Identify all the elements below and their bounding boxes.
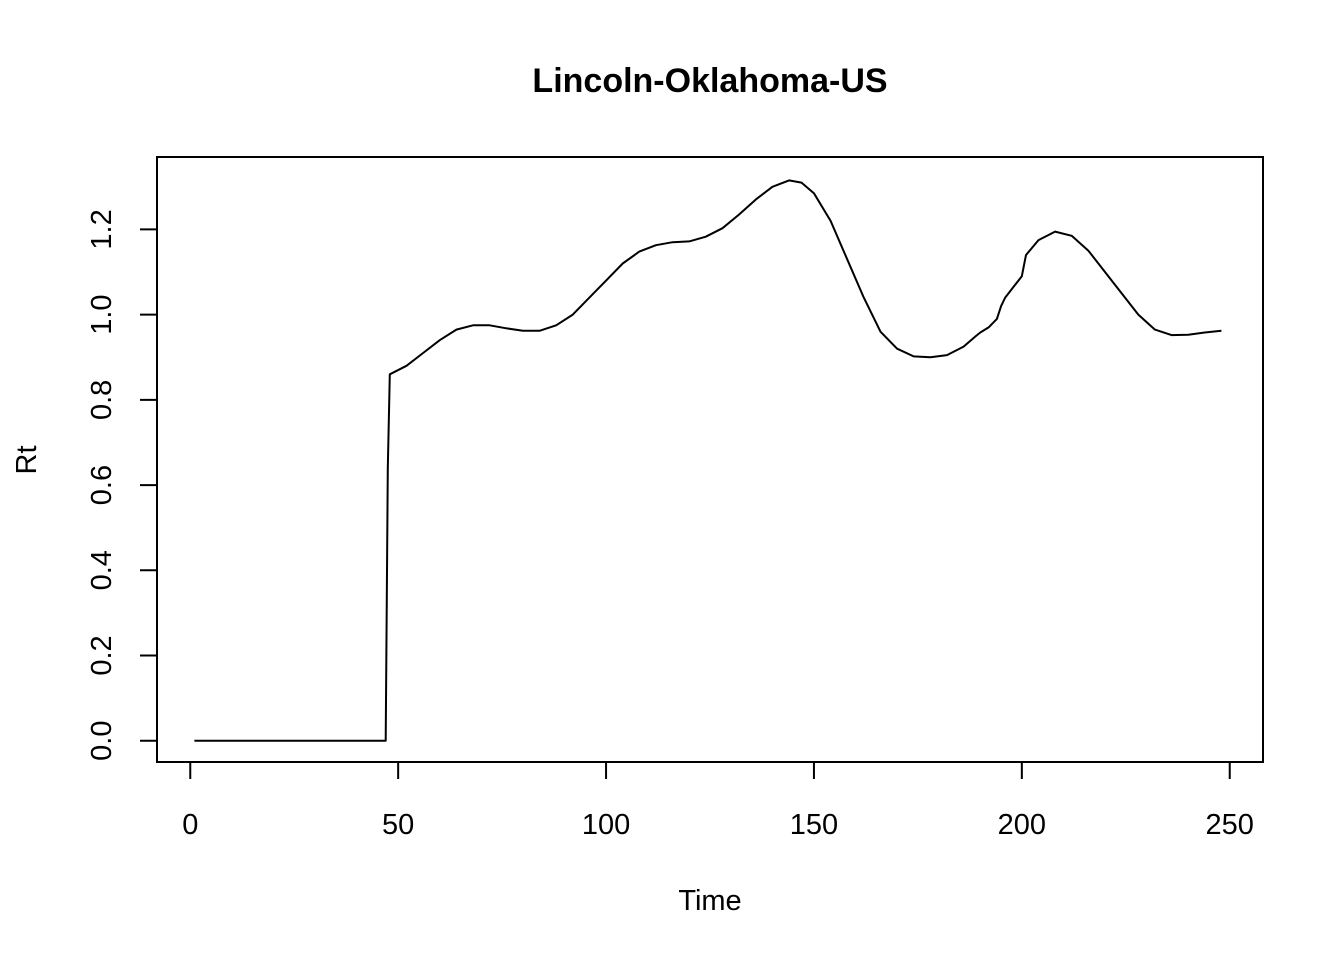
x-tick-label: 250	[1206, 809, 1254, 841]
y-tick-label: 0.6	[86, 465, 118, 505]
y-tick-label: 0.4	[86, 550, 118, 590]
x-tick-label: 100	[582, 809, 630, 841]
rt-series-line	[194, 179, 1222, 742]
y-tick-label: 0.0	[86, 721, 118, 761]
x-tick-label: 200	[998, 809, 1046, 841]
y-axis: 0.0 0.2 0.4 0.6 0.8 1.0 1.2	[86, 209, 158, 761]
chart-title: Lincoln-Oklahoma-US	[532, 62, 887, 100]
y-tick-label: 0.8	[86, 380, 118, 420]
x-axis-label: Time	[678, 885, 741, 917]
series-layer	[194, 179, 1222, 742]
y-tick-label: 1.0	[86, 294, 118, 334]
x-axis: 0 50 100 150 200 250	[182, 761, 1254, 841]
y-tick-label: 1.2	[86, 209, 118, 249]
y-axis-label: Rt	[11, 446, 43, 475]
y-tick-label: 0.2	[86, 635, 118, 675]
x-tick-label: 150	[790, 809, 838, 841]
x-tick-label: 0	[182, 809, 198, 841]
x-tick-label: 50	[382, 809, 414, 841]
plot-area-frame	[156, 156, 1264, 763]
